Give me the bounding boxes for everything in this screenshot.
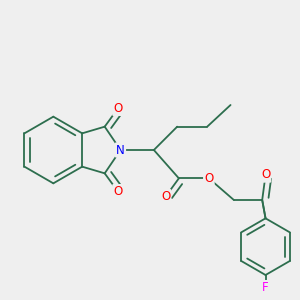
Text: O: O bbox=[161, 190, 170, 203]
Text: O: O bbox=[204, 172, 214, 185]
Text: O: O bbox=[261, 169, 270, 182]
Text: O: O bbox=[113, 102, 123, 115]
Text: N: N bbox=[116, 143, 125, 157]
Text: O: O bbox=[113, 185, 123, 198]
Text: F: F bbox=[262, 281, 269, 294]
